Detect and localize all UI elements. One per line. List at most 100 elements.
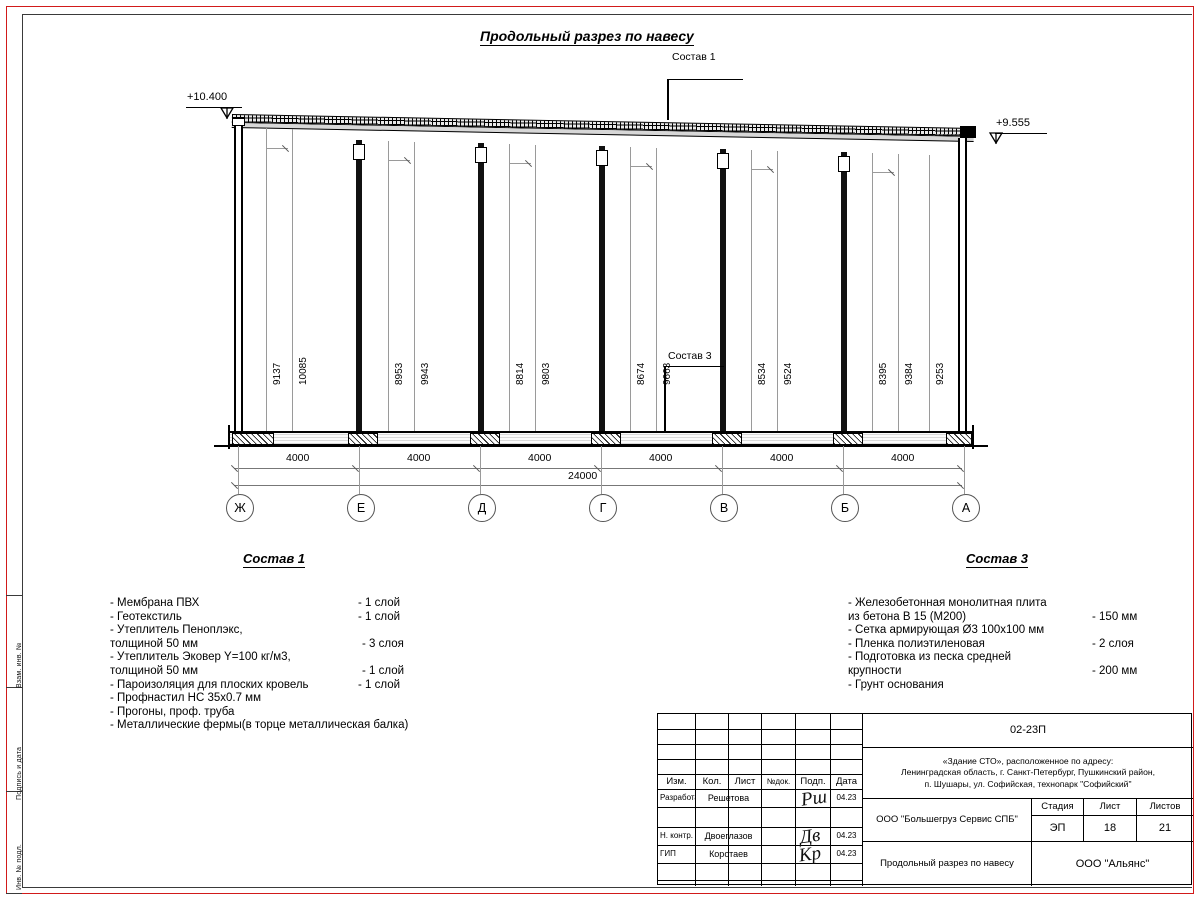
callout-3-leader-h [664, 366, 724, 367]
drawing-title: Продольный разрез по навесу [480, 28, 694, 46]
stage-value-1: 18 [1103, 822, 1117, 835]
callout-1-leader-h [667, 79, 743, 80]
tb-h-proj [862, 747, 1193, 748]
column-g-cap [596, 150, 608, 166]
legend1-row-5-text: толщиной 50 мм [110, 664, 199, 677]
legend1-row-8-text: - Прогоны, проф. труба [110, 705, 235, 718]
height-dim-inner-4: 8534 [757, 362, 768, 385]
axis-leader-3 [601, 446, 602, 494]
legend3-row-0: - Железобетонная монолитная плита [848, 597, 1178, 611]
legend3-row-5-text: крупности [848, 664, 902, 677]
footing-pad-4 [712, 433, 742, 445]
ref-line-9 [751, 150, 752, 434]
legend3-row-3-text: - Пленка полиэтиленовая [848, 637, 985, 650]
ref-line-2 [292, 129, 293, 434]
margin-label-0: Взам. инв. № [16, 642, 23, 688]
axis-leader-2 [480, 446, 481, 494]
legend1-row-3-value: - 3 слоя [362, 637, 404, 650]
elevation-left-underline [186, 107, 242, 108]
axis-leader-0 [238, 446, 239, 494]
tb-v-stage-b [1136, 798, 1137, 841]
legend1-title: Состав 1 [243, 551, 306, 568]
height-dim-outer-1: 9943 [420, 362, 431, 385]
role-0-name: Решетова [707, 793, 750, 804]
leader-a4 [630, 166, 652, 167]
role-2-date: 04.23 [836, 831, 857, 841]
ref-line-6 [535, 145, 536, 434]
ref-line-11 [872, 153, 873, 434]
company-name: ООО "Большегруз Сервис СПБ" [876, 813, 1018, 825]
legend1-row-1-value: - 1 слой [358, 610, 401, 623]
column-g [599, 146, 605, 434]
height-dim-inner-3: 8674 [636, 362, 647, 385]
sheet-title: Продольный разрез по навесу [880, 857, 1014, 869]
tb-h-r1 [658, 744, 862, 745]
legend1-row-6-text: - Пароизоляция для плоских кровель [110, 678, 309, 691]
axis-leader-6 [964, 446, 965, 494]
tb-v-4 [830, 714, 831, 886]
margin-label-1: Подпись и дата [16, 746, 23, 800]
axis-bubble-5: Б [831, 494, 859, 522]
callout-sostav-3: Состав 3 [668, 350, 712, 362]
tb-h-r9 [658, 880, 862, 881]
height-dim-outer-5: 9384 [904, 362, 915, 385]
role-0-signature: Рш [799, 786, 829, 811]
role-3-name: Коротаев [709, 849, 748, 860]
role-2-name: Двоеглазов [704, 831, 753, 842]
legend1-row-9-text: - Металлические фермы(в торце металличес… [110, 719, 409, 732]
tb-v-1 [728, 714, 729, 886]
ref-line-8 [656, 148, 657, 434]
column-e-cap [353, 144, 365, 160]
elevation-right-underline [995, 133, 1047, 134]
tb-h-r5 [658, 807, 862, 808]
axis-leader-1 [359, 446, 360, 494]
axis-bubble-4: В [710, 494, 738, 522]
axis-bubble-6: А [952, 494, 980, 522]
legend1-row-9: - Металлические фермы(в торце металличес… [110, 719, 550, 733]
legend3-row-3: - Пленка полиэтиленовая - 2 слоя [848, 638, 1178, 652]
footing-pad-3 [591, 433, 621, 445]
legend3-row-5-value: - 200 мм [1092, 664, 1138, 677]
legend1-row-7: - Профнастил НС 35х0.7 мм [110, 692, 550, 706]
tb-v-3 [795, 714, 796, 886]
stage-header-2: Листов [1149, 800, 1181, 812]
tb-h-obj [862, 798, 1193, 800]
tb-v-5 [862, 714, 864, 886]
footing-pad-0 [232, 433, 274, 445]
object-line-2: п. Шушары, ул. Софийская, технопарк "Соф… [924, 778, 1132, 789]
tb-h-stage [1031, 815, 1193, 816]
title-block: Изм. Кол. Лист №док. Подп. Дата Разработ… [657, 713, 1193, 886]
callout-3-leader-v [664, 366, 666, 432]
tb-v-0 [695, 714, 696, 886]
legend1-row-3: толщиной 50 мм - 3 слоя [110, 638, 550, 652]
stage-value-0: ЭП [1049, 822, 1066, 835]
elevation-left-label: +10.400 [187, 91, 228, 103]
ref-line-10 [777, 151, 778, 434]
legend1-row-0: - Мембрана ПВХ - 1 слой [110, 597, 550, 611]
tb-h-r8 [658, 863, 862, 864]
ref-line-3 [388, 141, 389, 434]
leader-a5 [751, 169, 773, 170]
callout-1-leader-v [667, 79, 669, 120]
tb-h-mid [862, 841, 1193, 843]
total-dim: 24000 [568, 470, 598, 482]
dim-chain-total [234, 485, 962, 486]
elevation-left-marker [219, 107, 235, 120]
elevation-right-marker [988, 132, 1004, 145]
column-zh [234, 122, 243, 434]
designer-name: ООО "Альянс" [1075, 857, 1150, 870]
legend3-row-3-value: - 2 слоя [1092, 637, 1134, 650]
footing-pad-2 [470, 433, 500, 445]
legend1-row-1: - Геотекстиль - 1 слой [110, 611, 550, 625]
height-dim-inner-2: 8814 [515, 362, 526, 385]
legend1-row-0-text: - Мембрана ПВХ [110, 597, 200, 609]
stage-value-2: 21 [1158, 822, 1172, 835]
legend1-row-1-text: - Геотекстиль [110, 610, 182, 623]
legend1-row-6: - Пароизоляция для плоских кровель - 1 сл… [110, 679, 550, 693]
ref-line-7 [630, 147, 631, 434]
object-description: «Здание СТО», расположенное по адресу: Л… [863, 750, 1193, 796]
role-0-label: Разработал [660, 793, 695, 803]
legend3-row-6-text: - Грунт основания [848, 678, 944, 691]
legend3-row-5: крупности - 200 мм [848, 665, 1178, 679]
